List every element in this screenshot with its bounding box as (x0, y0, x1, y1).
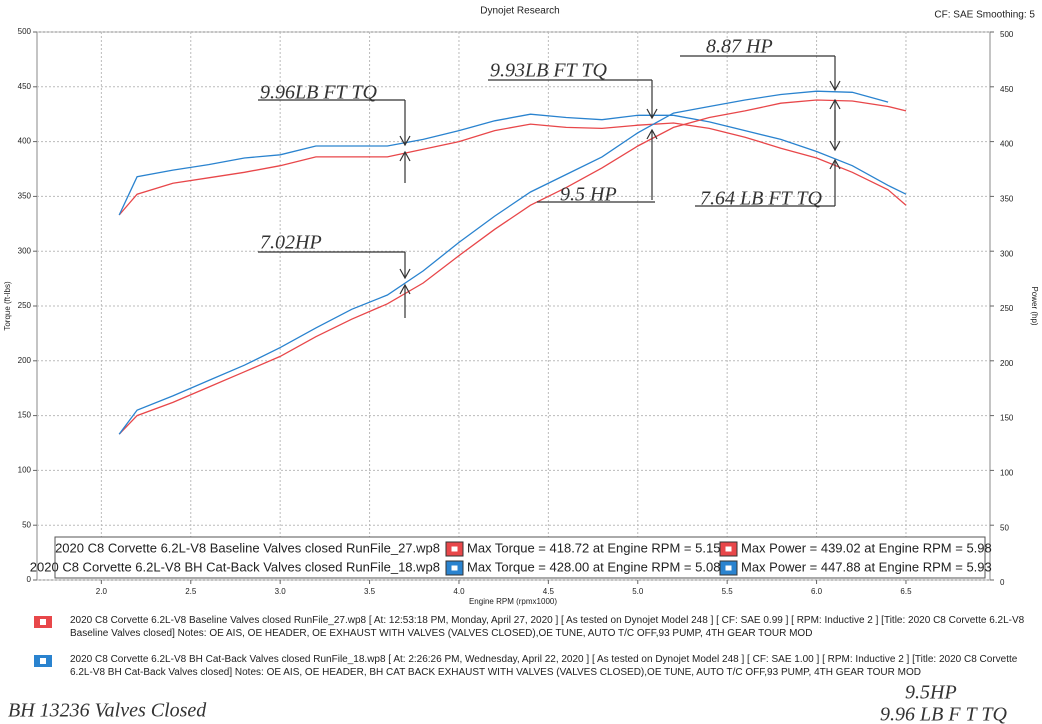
arrow-head (829, 158, 841, 170)
y-tick-label: 100 (18, 466, 32, 475)
annotation: 9.96 LB F T TQ (880, 704, 1007, 724)
legend-max: Max Power = 447.88 at Engine RPM = 5.93 (741, 559, 992, 574)
y2-tick-label: 150 (1000, 414, 1014, 423)
y-tick-label: 300 (18, 246, 32, 255)
header-right: CF: SAE Smoothing: 5 (934, 10, 1035, 21)
x-tick-label: 3.0 (275, 587, 287, 596)
note-swatch (34, 655, 52, 667)
header-title: Dynojet Research (480, 6, 559, 17)
annotation: 9.5 HP (560, 184, 617, 206)
y-tick-label: 350 (18, 192, 32, 201)
legend-max: Max Power = 439.02 at Engine RPM = 5.98 (741, 540, 992, 555)
y2-tick-label: 500 (1000, 30, 1014, 39)
legend-max: Max Torque = 428.00 at Engine RPM = 5.08 (467, 559, 720, 574)
x-tick-label: 6.5 (900, 587, 912, 596)
x-axis-label: Engine RPM (rpmx1000) (469, 597, 557, 606)
y2-tick-label: 250 (1000, 304, 1014, 313)
annotation: 9.5HP (905, 682, 957, 704)
line (118, 90, 889, 435)
line (118, 99, 907, 435)
y2-tick-label: 450 (1000, 85, 1014, 94)
y2-tick-label: 100 (1000, 469, 1014, 478)
y-tick-label: 0 (27, 575, 32, 584)
legend-swatch-inner (725, 565, 732, 571)
y2-tick-label: 0 (1000, 578, 1005, 587)
y-tick-label: 200 (18, 356, 32, 365)
x-tick-label: 4.5 (543, 587, 555, 596)
arrow-head (829, 140, 841, 152)
arrow-head (399, 283, 411, 295)
annotation: 9.96LB FT TQ (260, 82, 377, 104)
x-tick-label: 5.0 (632, 587, 644, 596)
y-tick-label: 500 (18, 27, 32, 36)
y2-tick-label: 400 (1000, 140, 1014, 149)
arrow-head (399, 150, 411, 162)
annotation: 7.02HP (260, 232, 322, 254)
y2-tick-label: 200 (1000, 359, 1014, 368)
y-tick-label: 450 (18, 82, 32, 91)
y2-tick-label: 350 (1000, 195, 1014, 204)
arrow-head (399, 135, 411, 147)
y-tick-label: 400 (18, 137, 32, 146)
x-tick-label: 2.0 (96, 587, 108, 596)
note: 2020 C8 Corvette 6.2L-V8 BH Cat-Back Val… (70, 654, 1018, 678)
annotation: BH 13236 Valves Closed (8, 700, 207, 722)
legend-swatch-inner (725, 546, 732, 552)
y-tick-label: 50 (22, 520, 31, 529)
y2-axis-label: Power (hp) (1030, 286, 1039, 325)
legend-label: 2020 C8 Corvette 6.2L-V8 Baseline Valves… (55, 540, 440, 555)
legend-swatch-inner (451, 546, 458, 552)
arrow-head (829, 80, 841, 92)
legend-label: 2020 C8 Corvette 6.2L-V8 BH Cat-Back Val… (30, 559, 440, 574)
x-tick-label: 6.0 (811, 587, 823, 596)
x-tick-label: 5.5 (722, 587, 734, 596)
arrow-head (399, 268, 411, 280)
note-swatch-inner (40, 658, 46, 664)
y-axis-label: Torque (ft-lbs) (3, 281, 12, 331)
legend: 2020 C8 Corvette 6.2L-V8 Baseline Valves… (30, 536, 992, 579)
note-swatch (34, 616, 52, 628)
y-tick-label: 250 (18, 301, 32, 310)
legend-box (54, 536, 986, 579)
y2-tick-label: 300 (1000, 249, 1014, 258)
legend-swatch-inner (451, 565, 458, 571)
x-tick-label: 3.5 (364, 587, 376, 596)
legend-max: Max Torque = 418.72 at Engine RPM = 5.15 (467, 540, 720, 555)
note: 2020 C8 Corvette 6.2L-V8 Baseline Valves… (70, 615, 1025, 639)
y-tick-label: 150 (18, 411, 32, 420)
arrow-head (829, 98, 841, 110)
y2-tick-label: 50 (1000, 523, 1009, 532)
annotation: 8.87 HP (706, 36, 773, 58)
annotation: 9.93LB FT TQ (490, 60, 607, 82)
line (118, 113, 907, 216)
annotation: 7.64 LB FT TQ (700, 188, 822, 210)
arrow-head (646, 108, 658, 120)
arrow-head (646, 128, 658, 140)
x-tick-label: 4.0 (453, 587, 465, 596)
x-tick-label: 2.5 (185, 587, 197, 596)
line (118, 122, 907, 216)
note-swatch-inner (40, 619, 46, 625)
